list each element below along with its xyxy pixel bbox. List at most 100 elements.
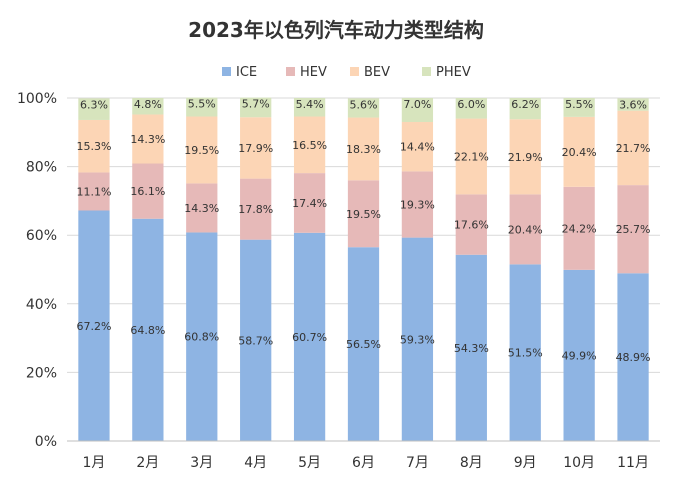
bar-group: 64.8% 16.1% 14.3% 4.8% [130, 98, 165, 441]
y-tick-label: 100% [17, 91, 57, 107]
data-label: 64.8% [130, 324, 165, 337]
x-tick-label: 3月 [190, 455, 213, 471]
data-label: 5.5% [188, 98, 216, 111]
bar-group: 67.2% 11.1% 15.3% 6.3% [76, 98, 111, 441]
data-label: 5.5% [565, 98, 593, 111]
bar-segment-phev [617, 98, 649, 111]
x-axis: 1月 2月 3月 4月 5月 6月 7月 8月 9月 10月 11月 [67, 440, 660, 471]
x-tick-label: 4月 [244, 455, 267, 471]
legend-swatch-phev [422, 67, 431, 76]
legend-label-ice: ICE [236, 65, 257, 80]
data-label: 15.3% [76, 140, 111, 153]
bar-group: 49.9% 24.2% 20.4% 5.5% [562, 98, 597, 441]
data-label: 16.5% [292, 139, 327, 152]
bar-segment-hev [617, 185, 649, 274]
bar-segment-hev [293, 173, 326, 233]
chart-title: 2023年以色列汽车动力类型结构 [188, 18, 484, 42]
bar-segment-bev [617, 110, 649, 186]
bar-segment-phev [293, 98, 326, 117]
legend-swatch-bev [350, 67, 359, 76]
data-label: 17.8% [238, 203, 273, 216]
y-tick-label: 20% [26, 365, 57, 381]
bar-segment-hev [455, 194, 487, 255]
data-label: 19.5% [346, 208, 381, 221]
bar-group: 48.9% 25.7% 21.7% 3.6% [616, 98, 651, 441]
y-tick-label: 60% [26, 228, 57, 244]
bar-group: 60.7% 17.4% 16.5% 5.4% [292, 98, 327, 441]
bar-segment-bev [509, 119, 541, 195]
data-label: 14.4% [400, 141, 435, 154]
bar-group: 54.3% 17.6% 22.1% 6.0% [454, 98, 489, 441]
bar-group: 56.5% 19.5% 18.3% 5.6% [346, 98, 381, 441]
bar-segment-hev [240, 178, 272, 240]
bar-segment-ice [455, 254, 487, 441]
data-label: 6.0% [457, 98, 485, 111]
y-tick-label: 80% [26, 160, 57, 176]
bar-segment-phev [240, 97, 272, 118]
bar-segment-hev [78, 172, 110, 211]
bar-segment-ice [186, 232, 218, 441]
data-label: 67.2% [76, 320, 111, 333]
data-label: 5.7% [242, 98, 270, 111]
bar-segment-hev [563, 186, 595, 270]
bar-segment-bev [347, 117, 380, 181]
data-label: 58.7% [238, 334, 273, 347]
data-label: 6.3% [80, 98, 108, 111]
data-label: 60.7% [292, 331, 327, 344]
data-label: 18.3% [346, 143, 381, 156]
bars: 67.2% 11.1% 15.3% 6.3% 64.8% 16.1% 14.3% 4.8% 60… [76, 97, 651, 441]
bar-segment-ice [240, 239, 272, 441]
data-label: 5.6% [350, 98, 378, 111]
data-label: 19.3% [400, 199, 435, 212]
data-label: 60.8% [184, 331, 219, 344]
bar-group: 59.3% 19.3% 14.4% 7.0% [400, 98, 435, 441]
data-label: 7.0% [403, 98, 431, 111]
data-label: 6.2% [511, 98, 539, 111]
data-label: 11.1% [76, 185, 111, 198]
bar-segment-bev [132, 114, 164, 164]
legend-swatch-hev [286, 67, 295, 76]
bar-segment-hev [347, 180, 380, 248]
y-tick-label: 40% [26, 297, 57, 313]
data-label: 17.6% [454, 219, 489, 232]
y-axis: 0% 20% 40% 60% 80% 100% [17, 91, 57, 450]
data-label: 48.9% [616, 351, 651, 364]
data-label: 17.4% [292, 197, 327, 210]
data-label: 59.3% [400, 333, 435, 346]
x-tick-label: 2月 [136, 455, 159, 471]
data-label: 3.6% [619, 98, 647, 111]
data-label: 51.5% [508, 347, 543, 360]
data-label: 20.4% [508, 223, 543, 236]
x-tick-label: 9月 [514, 455, 537, 471]
x-tick-label: 6月 [352, 455, 375, 471]
bar-segment-phev [401, 98, 434, 123]
legend-label-hev: HEV [300, 65, 327, 80]
data-label: 19.5% [184, 144, 219, 157]
bar-segment-bev [186, 116, 218, 184]
bar-segment-bev [455, 118, 487, 195]
legend-label-phev: PHEV [436, 65, 471, 80]
data-label: 24.2% [562, 222, 597, 235]
data-label: 14.3% [184, 202, 219, 215]
bar-segment-phev [563, 98, 595, 117]
bar-segment-ice [401, 237, 434, 441]
bar-segment-ice [132, 218, 164, 441]
bar-group: 60.8% 14.3% 19.5% 5.5% [184, 97, 219, 441]
data-label: 20.4% [562, 146, 597, 159]
x-tick-label: 5月 [298, 455, 321, 471]
bar-segment-phev [509, 98, 541, 120]
bar-segment-ice [347, 247, 380, 441]
x-tick-label: 1月 [82, 455, 105, 471]
data-label: 16.1% [130, 185, 165, 198]
bar-segment-phev [186, 97, 218, 117]
bar-segment-phev [78, 98, 110, 120]
data-label: 25.7% [616, 223, 651, 236]
bar-segment-phev [347, 98, 380, 118]
bar-group: 58.7% 17.8% 17.9% 5.7% [238, 97, 273, 441]
data-label: 49.9% [562, 349, 597, 362]
bar-segment-ice [509, 264, 541, 441]
data-label: 14.3% [130, 133, 165, 146]
legend: ICE HEV BEV PHEV [222, 65, 471, 80]
bar-segment-phev [132, 98, 164, 115]
x-tick-label: 11月 [617, 455, 649, 471]
